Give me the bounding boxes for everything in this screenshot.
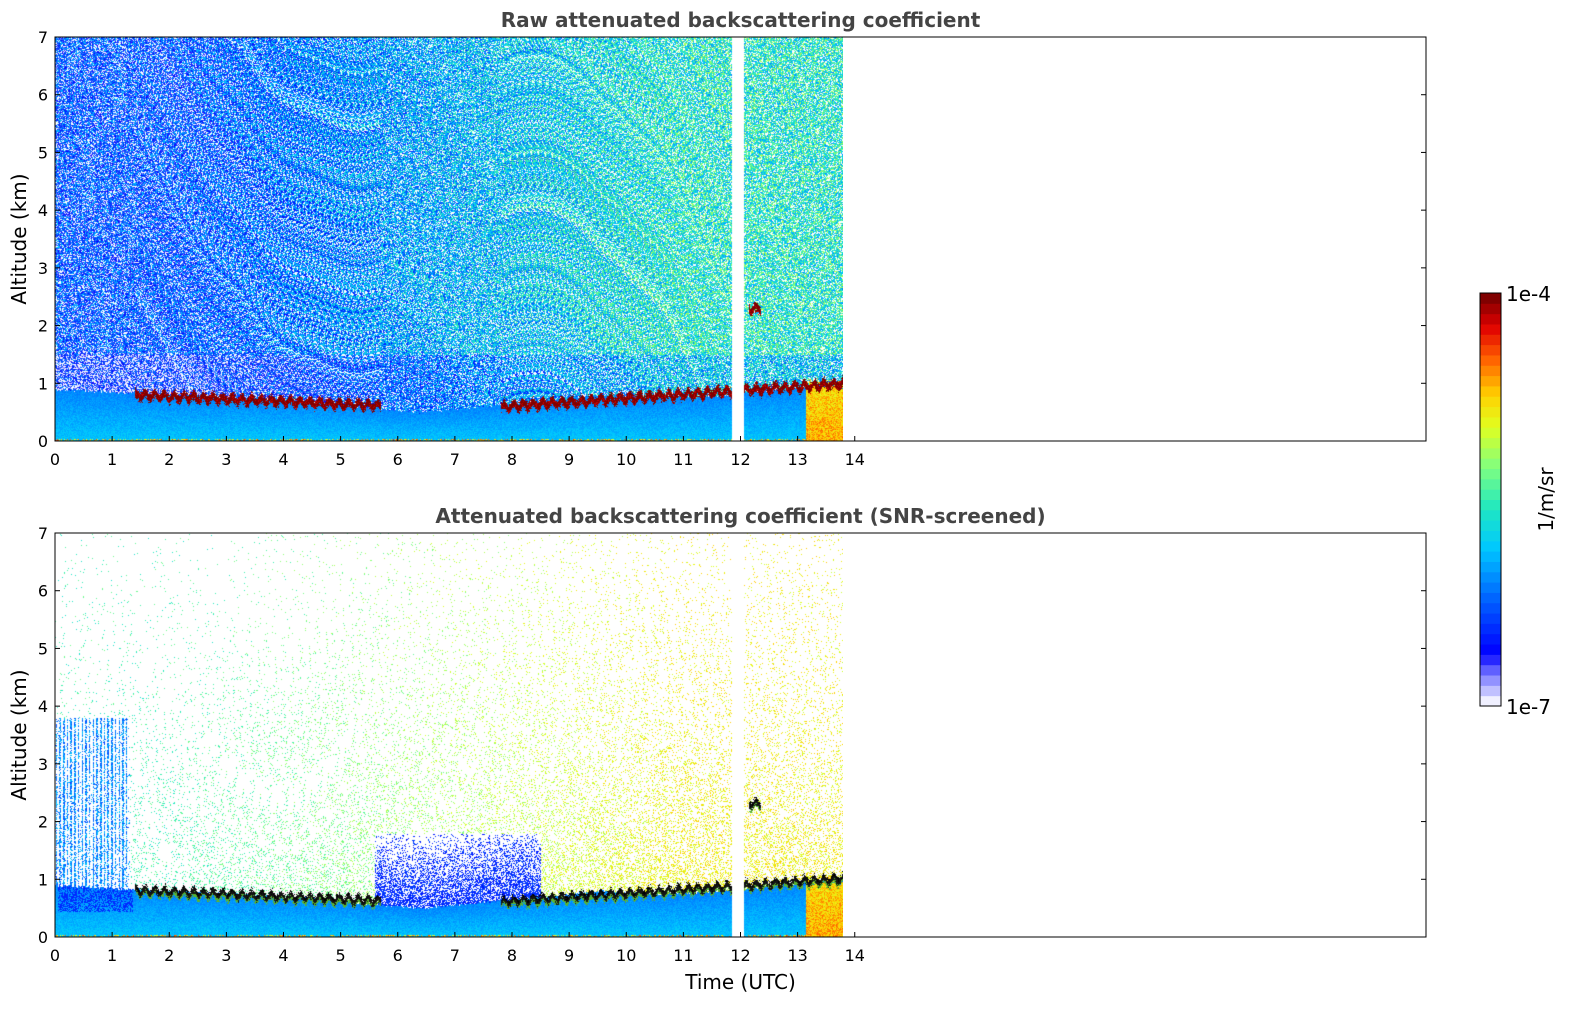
y-tick-label: 4 (38, 201, 48, 220)
x-tick-label: 4 (278, 946, 288, 965)
colorbar-segment (1480, 354, 1501, 366)
x-tick-label: 3 (221, 450, 231, 469)
colorbar-segment (1480, 375, 1501, 387)
colorbar-segment (1480, 540, 1501, 552)
colorbar-segment (1480, 551, 1501, 562)
colorbar-segment (1480, 323, 1501, 335)
colorbar-segment (1480, 695, 1501, 707)
colorbar-segment (1480, 334, 1501, 346)
y-axis-label: Altitude (km) (7, 669, 31, 800)
x-tick-label: 11 (673, 450, 693, 469)
colorbar-segment (1480, 571, 1501, 583)
colorbar-segment (1480, 344, 1501, 356)
colorbar-segment (1480, 468, 1501, 480)
colorbar-segment (1480, 561, 1501, 573)
x-tick-label: 4 (278, 450, 288, 469)
y-tick-label: 4 (38, 697, 48, 716)
colorbar-frame (1479, 292, 1502, 707)
colorbar-segment (1480, 385, 1501, 397)
colorbar-segment (1480, 427, 1501, 439)
x-axis-label: Time (UTC) (684, 970, 796, 994)
x-tick-label: 10 (616, 450, 636, 469)
colorbar-segment (1480, 416, 1501, 428)
x-tick-label: 12 (730, 450, 750, 469)
y-tick-label: 0 (38, 432, 48, 451)
colorbar-segment (1480, 675, 1501, 686)
x-tick-label: 8 (507, 450, 517, 469)
y-tick-label: 5 (38, 143, 48, 162)
colorbar-segment (1480, 437, 1501, 449)
colorbar-segment (1480, 509, 1501, 521)
x-tick-label: 7 (450, 946, 460, 965)
x-tick-label: 9 (564, 450, 574, 469)
colorbar-segment (1480, 602, 1501, 614)
colorbar-segment (1480, 623, 1501, 635)
panel-title: Raw attenuated backscattering coefficien… (501, 8, 981, 32)
y-tick-label: 6 (38, 582, 48, 601)
colorbar-segment (1480, 664, 1501, 676)
colorbar-segment (1480, 644, 1501, 655)
x-tick-label: 13 (787, 450, 807, 469)
colorbar-segment (1480, 365, 1501, 377)
y-tick-label: 7 (38, 28, 48, 47)
colorbar-segment (1480, 530, 1501, 542)
x-tick-label: 7 (450, 450, 460, 469)
heatmap-raster (55, 37, 843, 441)
x-tick-label: 13 (787, 946, 807, 965)
colorbar-segment (1480, 654, 1501, 666)
y-tick-label: 7 (38, 524, 48, 543)
colorbar-segment (1480, 633, 1501, 645)
x-tick-label: 0 (50, 946, 60, 965)
colorbar-segment (1480, 582, 1501, 593)
panel-title: Attenuated backscattering coefficient (S… (435, 504, 1045, 528)
y-tick-label: 1 (38, 870, 48, 889)
colorbar-segment (1480, 592, 1501, 604)
colorbar-segment (1480, 685, 1501, 697)
x-tick-label: 8 (507, 946, 517, 965)
x-tick-label: 1 (107, 946, 117, 965)
y-tick-label: 0 (38, 928, 48, 947)
y-tick-label: 2 (38, 813, 48, 832)
y-tick-label: 6 (38, 86, 48, 105)
colorbar-max-label: 1e-4 (1506, 282, 1551, 306)
x-tick-label: 6 (393, 450, 403, 469)
x-tick-label: 2 (164, 946, 174, 965)
colorbar-segment (1480, 303, 1501, 315)
x-tick-label: 9 (564, 946, 574, 965)
colorbar-segment (1480, 520, 1501, 531)
colorbar-label: 1/m/sr (1534, 467, 1558, 532)
y-tick-label: 1 (38, 374, 48, 393)
x-tick-label: 14 (845, 450, 865, 469)
x-tick-label: 5 (336, 450, 346, 469)
x-tick-label: 0 (50, 450, 60, 469)
colorbar-segment (1480, 396, 1501, 408)
x-tick-label: 1 (107, 450, 117, 469)
colorbar-segment (1480, 447, 1501, 459)
colorbar-segment (1480, 489, 1501, 500)
x-tick-label: 11 (673, 946, 693, 965)
colorbar-segment (1480, 458, 1501, 470)
x-tick-label: 5 (336, 946, 346, 965)
x-tick-label: 14 (845, 946, 865, 965)
colorbar-min-label: 1e-7 (1506, 695, 1551, 719)
colorbar-segment (1480, 613, 1501, 624)
colorbar-segment (1480, 478, 1501, 490)
x-tick-label: 10 (616, 946, 636, 965)
x-tick-label: 6 (393, 946, 403, 965)
colorbar-segment (1480, 313, 1501, 325)
x-tick-label: 2 (164, 450, 174, 469)
y-tick-label: 3 (38, 755, 48, 774)
colorbar-segment (1480, 293, 1501, 304)
x-tick-label: 3 (221, 946, 231, 965)
y-axis-label: Altitude (km) (7, 173, 31, 304)
y-tick-label: 5 (38, 639, 48, 658)
y-tick-label: 3 (38, 259, 48, 278)
x-tick-label: 12 (730, 946, 750, 965)
colorbar-segment (1480, 406, 1501, 418)
colorbar-segment (1480, 499, 1501, 511)
y-tick-label: 2 (38, 317, 48, 336)
heatmap-raster (55, 533, 843, 937)
